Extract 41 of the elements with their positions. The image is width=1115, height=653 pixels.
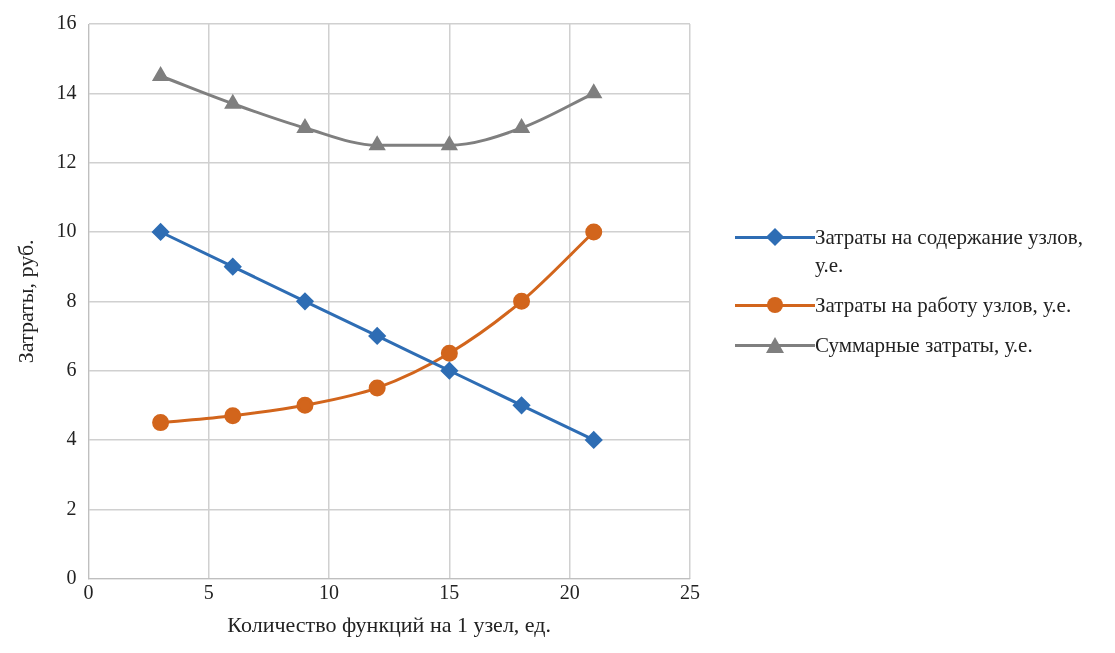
y-axis-title: Затраты, руб. xyxy=(12,239,38,364)
point xyxy=(152,223,170,241)
point xyxy=(296,396,314,414)
point xyxy=(586,84,602,99)
point xyxy=(369,136,385,151)
y-tick-label: 4 xyxy=(66,427,77,450)
y-tick-label: 10 xyxy=(56,219,77,242)
point xyxy=(296,292,314,310)
point xyxy=(224,407,242,425)
legend-label: Затраты на содержание узлов, у.е. xyxy=(815,224,1084,279)
point xyxy=(297,119,313,133)
x-tick-label: 20 xyxy=(559,580,580,603)
y-tick-label: 12 xyxy=(56,149,77,172)
point xyxy=(585,431,603,449)
point xyxy=(513,292,531,310)
point xyxy=(368,327,386,345)
x-tick-label: 10 xyxy=(319,580,340,603)
y-tick-label: 2 xyxy=(66,496,77,519)
x-tick-label: 5 xyxy=(203,580,214,603)
point xyxy=(585,223,603,241)
y-tick-label: 0 xyxy=(66,565,77,588)
x-tick-label: 15 xyxy=(439,580,460,603)
y-tick-label: 14 xyxy=(56,80,77,103)
point xyxy=(368,379,386,397)
point xyxy=(225,95,241,109)
y-tick-label: 16 xyxy=(56,11,77,34)
point xyxy=(440,362,458,380)
y-tick-label: 6 xyxy=(66,357,77,380)
point xyxy=(513,396,531,414)
point xyxy=(153,67,169,81)
point xyxy=(441,136,457,151)
point xyxy=(152,414,170,432)
point xyxy=(224,258,242,276)
x-axis-title: Количество функций на 1 узел, ед. xyxy=(227,611,552,637)
point xyxy=(513,119,530,133)
point xyxy=(440,344,458,362)
x-tick-label: 25 xyxy=(680,580,700,603)
legend-label: Суммарные затраты, у.е. xyxy=(815,332,1033,359)
x-tick-label: 0 xyxy=(83,580,94,603)
legend-label: Затраты на работу узлов, у.е. xyxy=(815,292,1072,319)
y-tick-label: 8 xyxy=(66,288,77,311)
